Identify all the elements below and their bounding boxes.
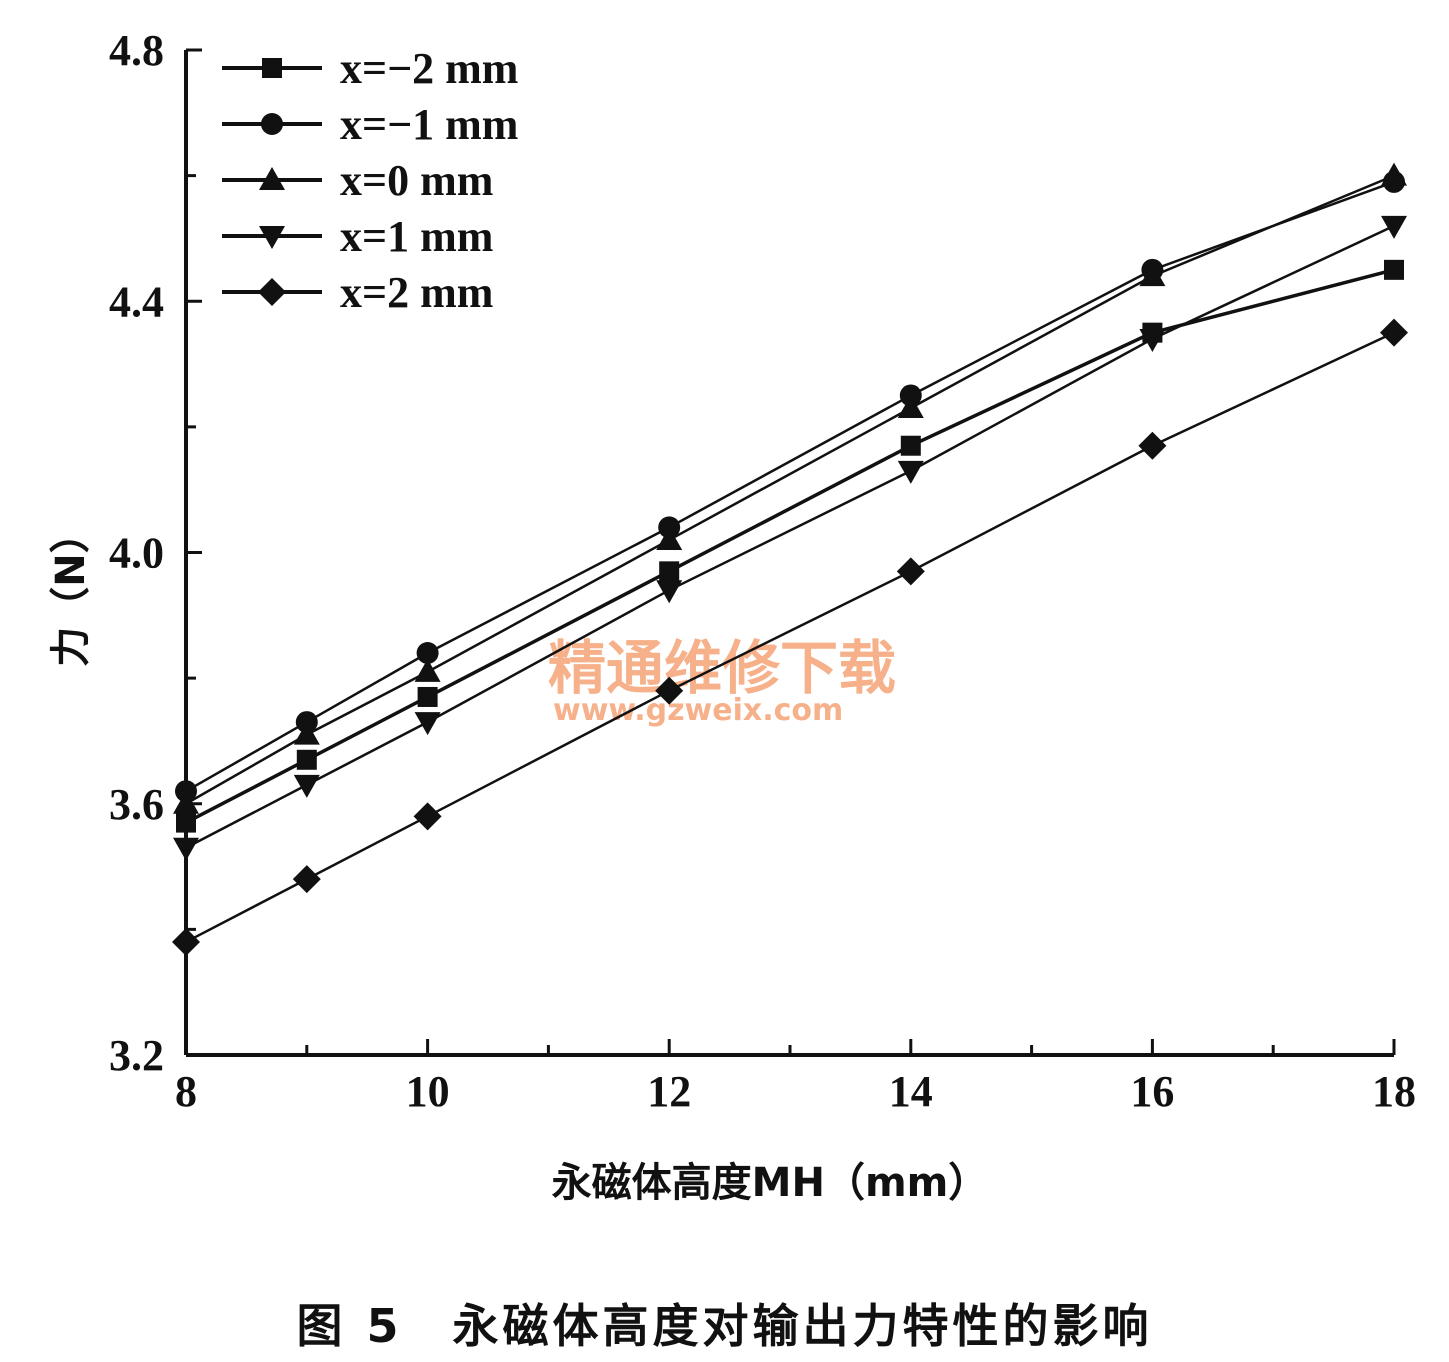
x-tick-label: 8 (175, 1067, 197, 1116)
series-line (185, 268, 1395, 825)
legend-marker (258, 278, 286, 306)
x-axis-ticks: 8 10 12 14 16 18 (175, 1039, 1416, 1116)
data-point (1380, 318, 1408, 347)
x-tick-label: 16 (1130, 1067, 1174, 1116)
legend-label: x=−2 mm (340, 44, 518, 93)
y-axis-ticks: 3.2 3.6 4.0 4.4 4.8 (109, 26, 202, 1080)
y-tick-label: 3.2 (109, 1031, 164, 1080)
x-axis-label: 永磁体高度MH（mm） (552, 1160, 989, 1206)
x-tick-label: 12 (647, 1067, 691, 1116)
watermark-text: 精通维修下载 (548, 634, 896, 702)
data-point (659, 561, 680, 582)
figure-caption: 图 5 永磁体高度对输出力特性的影响 (296, 1299, 1153, 1353)
y-tick-label: 3.6 (109, 780, 164, 829)
legend-label: x=−1 mm (340, 100, 518, 149)
watermark: 精通维修下载 www.gzweix.com (548, 634, 896, 728)
data-point (173, 837, 199, 861)
data-point (1381, 162, 1407, 186)
watermark-url: www.gzweix.com (553, 693, 843, 728)
data-point (1138, 431, 1167, 460)
series-line (185, 224, 1395, 849)
data-point (414, 658, 441, 682)
data-point (172, 927, 200, 956)
data-point (900, 435, 921, 456)
data-point (173, 790, 199, 814)
data-point (413, 802, 442, 831)
data-point (655, 676, 684, 705)
x-tick-label: 14 (889, 1067, 933, 1116)
data-point (656, 580, 683, 604)
data-point (417, 686, 438, 707)
legend-marker (262, 58, 282, 78)
data-point (176, 812, 196, 833)
data-point (296, 749, 317, 770)
y-tick-label: 4.0 (109, 529, 164, 578)
x-tick-label: 10 (406, 1067, 450, 1116)
data-point (293, 774, 320, 798)
series-markers (172, 162, 1408, 956)
x-tick-label: 18 (1372, 1067, 1416, 1116)
data-point (292, 865, 321, 894)
data-point (656, 526, 683, 550)
legend: x=−2 mm x=−1 mm x=0 mm x=1 mm x=2 mm (222, 44, 518, 317)
data-point (1384, 259, 1404, 280)
data-point (414, 712, 441, 736)
data-point (897, 395, 924, 419)
data-point (416, 642, 439, 664)
legend-marker (259, 167, 285, 190)
y-axis-label: 力（N） (48, 513, 94, 666)
legend-marker (261, 113, 283, 135)
data-point (896, 557, 925, 586)
legend-marker (259, 226, 285, 249)
data-point (897, 460, 924, 484)
data-point (1139, 263, 1166, 287)
data-point (293, 721, 320, 745)
data-point (1381, 215, 1407, 239)
y-tick-label: 4.4 (109, 277, 164, 326)
legend-label: x=0 mm (340, 156, 493, 205)
legend-label: x=2 mm (340, 268, 493, 317)
legend-label: x=1 mm (340, 212, 493, 261)
y-tick-label: 4.8 (109, 26, 164, 75)
data-point (1139, 328, 1166, 352)
